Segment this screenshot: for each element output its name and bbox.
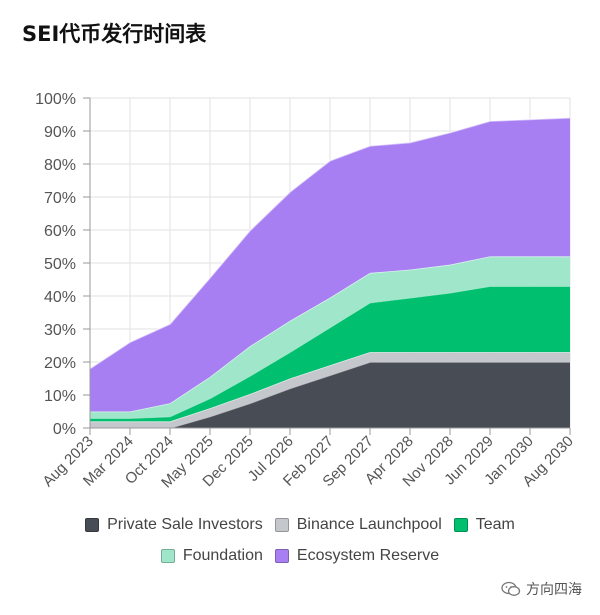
legend-label-ecosystem-reserve: Ecosystem Reserve (296, 547, 440, 564)
y-tick-label: 70% (44, 190, 76, 207)
legend-swatch-ecosystem-reserve (274, 549, 289, 563)
area-edge-series-4 (89, 117, 571, 370)
y-tick-label: 40% (44, 289, 76, 306)
y-tick-label: 0% (53, 421, 76, 438)
y-tick-label: 20% (44, 355, 76, 372)
chart-legend: Private Sale Investors Binance Launchpoo… (0, 510, 600, 572)
watermark: 方向四海 (501, 579, 582, 599)
legend-item-ecosystem-reserve[interactable]: Ecosystem Reserve (274, 547, 440, 565)
legend-item-private-sale[interactable]: Private Sale Investors (85, 516, 263, 534)
watermark-text: 方向四海 (526, 582, 582, 598)
area-series-0 (90, 362, 570, 428)
legend-swatch-foundation (160, 549, 175, 563)
legend-label-foundation: Foundation (182, 547, 263, 564)
y-axis-ticks: 0% 10% 20% 30% 40% 50% 60% 70% 80% 90% 100% (35, 91, 90, 438)
legend-row-2: Foundation Ecosystem Reserve (0, 541, 600, 571)
legend-item-binance-launchpool[interactable]: Binance Launchpool (274, 516, 442, 534)
chart-areas (89, 117, 571, 429)
legend-swatch-private-sale (85, 518, 100, 532)
chart: 0% 10% 20% 30% 40% 50% 60% 70% 80% 90% 100% Aug 20… (35, 91, 577, 491)
legend-item-team[interactable]: Team (453, 516, 515, 534)
page-title: SEI代币发行时间表 (22, 22, 207, 46)
area-series-4 (90, 117, 570, 412)
legend-label-team: Team (475, 516, 515, 533)
y-tick-label: 60% (44, 223, 76, 240)
legend-row-1: Private Sale Investors Binance Launchpoo… (0, 510, 600, 540)
legend-label-binance-launchpool: Binance Launchpool (296, 516, 442, 533)
y-tick-label: 10% (44, 388, 76, 405)
y-tick-label: 50% (44, 256, 76, 273)
y-tick-label: 100% (35, 91, 76, 108)
legend-label-private-sale: Private Sale Investors (107, 516, 263, 533)
y-tick-label: 90% (44, 124, 76, 141)
legend-item-foundation[interactable]: Foundation (160, 547, 263, 565)
legend-swatch-binance-launchpool (274, 518, 289, 532)
legend-swatch-team (453, 518, 468, 532)
y-tick-label: 30% (44, 322, 76, 339)
area-series-2 (90, 286, 570, 422)
y-tick-label: 80% (44, 157, 76, 174)
wechat-icon (501, 581, 521, 596)
